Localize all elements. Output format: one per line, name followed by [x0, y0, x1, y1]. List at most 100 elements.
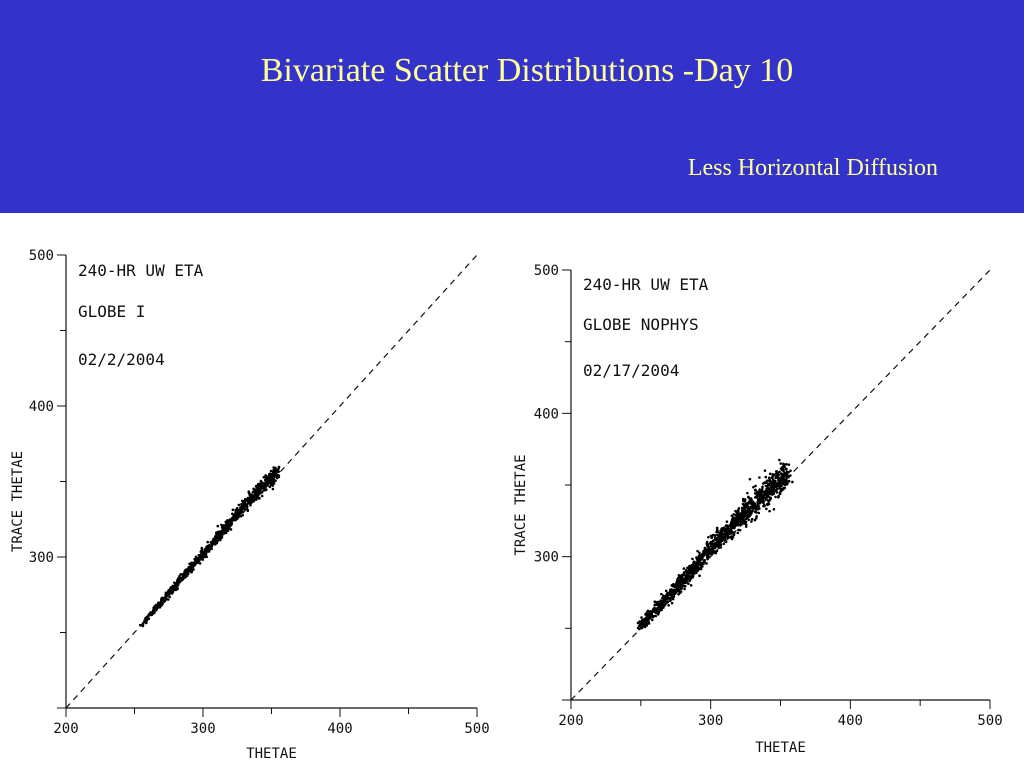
scatter-point	[679, 577, 682, 581]
scatter-point	[713, 550, 717, 553]
scatter-point	[699, 561, 703, 565]
scatter-point	[253, 488, 257, 492]
x-tick-label: 500	[464, 721, 489, 737]
scatter-point	[709, 545, 713, 548]
scatter-point	[787, 479, 791, 483]
scatter-point	[664, 589, 668, 593]
scatter-point	[710, 535, 714, 539]
scatter-point	[272, 471, 276, 475]
x-tick-label: 300	[698, 713, 723, 729]
scatter-point	[742, 505, 746, 509]
scatter-point	[166, 592, 169, 596]
scatter-point	[677, 585, 681, 588]
scatter-point	[216, 533, 220, 537]
scatter-point	[687, 571, 690, 574]
scatter-point	[644, 612, 648, 615]
scatter-point	[767, 483, 771, 486]
scatter-point	[657, 611, 660, 615]
scatter-point	[746, 502, 749, 505]
scatter-point	[210, 543, 214, 547]
scatter-point	[161, 596, 164, 600]
scatter-point	[752, 485, 755, 489]
scatter-point	[229, 523, 232, 526]
scatter-point	[717, 539, 721, 543]
scatter-point	[255, 498, 258, 501]
scatter-point	[662, 606, 665, 609]
scatter-point	[742, 497, 745, 501]
scatter-point	[225, 523, 229, 526]
scatter-point	[766, 486, 769, 489]
scatter-point	[761, 496, 765, 500]
scatter-point	[691, 574, 694, 577]
scatter-point	[260, 494, 264, 498]
annotation-run: GLOBE I	[78, 302, 145, 321]
point-cloud	[636, 458, 794, 631]
scatter-point	[698, 574, 701, 577]
scatter-point	[671, 590, 675, 594]
scatter-point	[747, 496, 751, 500]
x-tick-label: 300	[190, 721, 215, 737]
scatter-point	[654, 614, 658, 618]
scatter-point	[271, 487, 275, 491]
scatter-point	[179, 578, 182, 582]
scatter-point	[676, 581, 679, 584]
scatter-point	[274, 466, 277, 470]
scatter-point	[749, 501, 753, 505]
scatter-point	[224, 520, 228, 524]
scatter-point	[758, 488, 761, 491]
scatter-point	[249, 492, 252, 496]
scatter-point	[653, 600, 657, 603]
scatter-point	[651, 608, 655, 611]
scatter-point	[668, 592, 672, 596]
scatter-point	[188, 569, 192, 572]
scatter-point	[776, 487, 779, 491]
scatter-point	[277, 465, 281, 469]
scatter-point	[725, 520, 729, 523]
scatter-point	[268, 485, 272, 489]
scatter-point	[231, 508, 235, 512]
scatter-point	[204, 546, 208, 550]
scatter-point	[660, 592, 663, 596]
scatter-point	[746, 491, 749, 495]
scatter-point	[774, 495, 777, 499]
scatter-point	[266, 478, 269, 482]
scatter-point	[653, 606, 656, 609]
scatter-point	[262, 482, 265, 486]
scatter-point	[229, 528, 233, 531]
y-tick-label: 300	[29, 550, 54, 566]
scatter-point	[725, 531, 729, 535]
scatter-point	[782, 469, 785, 473]
scatter-point	[233, 513, 237, 517]
scatter-point	[235, 506, 239, 510]
scatter-point	[753, 488, 757, 492]
scatter-point	[696, 549, 699, 553]
scatter-point	[750, 520, 753, 523]
scatter-point	[759, 500, 763, 504]
scatter-point	[241, 507, 245, 511]
scatter-point	[763, 469, 767, 472]
scatter-point	[695, 556, 698, 559]
scatter-point	[782, 462, 785, 466]
scatter-point	[706, 553, 710, 557]
scatter-point	[736, 523, 740, 527]
scatter-point	[734, 509, 737, 513]
scatter-point	[750, 509, 754, 513]
scatter-point	[238, 512, 241, 516]
scatter-point	[764, 475, 768, 479]
scatter-point	[640, 616, 643, 619]
scatter-point	[663, 597, 666, 600]
scatter-point	[716, 533, 719, 537]
scatter-point	[251, 490, 255, 494]
scatter-point	[769, 488, 773, 491]
scatter-point	[758, 476, 761, 479]
scatter-point	[760, 488, 764, 492]
scatter-point	[237, 503, 241, 507]
scatter-point	[198, 554, 202, 558]
scatter-point	[785, 462, 788, 466]
scatter-point	[683, 578, 687, 582]
scatter-point	[660, 604, 663, 608]
scatter-point	[168, 595, 171, 599]
scatter-point	[264, 488, 267, 492]
scatter-point	[756, 494, 759, 498]
scatter-point	[711, 542, 715, 546]
